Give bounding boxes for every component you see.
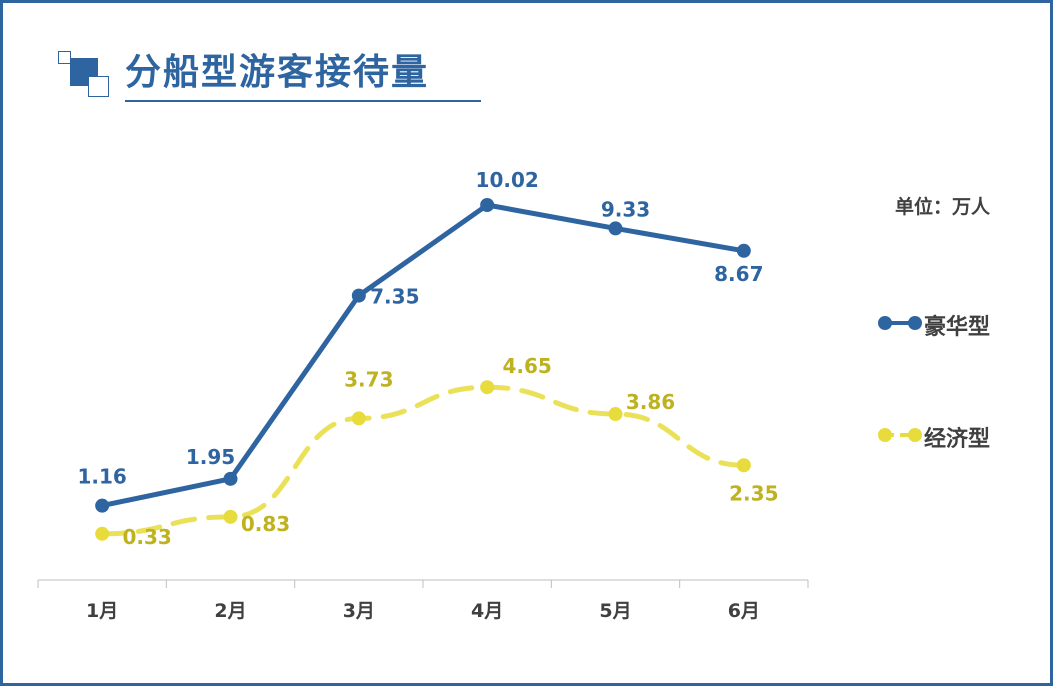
legend-label-economy: 经济型	[924, 427, 991, 452]
data-point-luxury-3	[351, 288, 366, 303]
x-tick-label-3: 3月	[343, 600, 375, 622]
x-tick-label-6: 6月	[728, 600, 760, 622]
data-point-economy-1	[95, 526, 110, 541]
data-label-economy-6: 2.35	[729, 481, 778, 505]
data-label-economy-1: 0.33	[122, 525, 171, 549]
legend-item-economy: 经济型	[875, 419, 1035, 452]
data-label-economy-4: 4.65	[502, 354, 551, 378]
legend-luxury-line-icon	[878, 316, 922, 330]
x-tick-label-4: 4月	[471, 600, 503, 622]
line-chart: 1月 2月 3月 4月 5月 6月 1.16 1.95 7.35 10.02 9.33 8.67 0.3…	[37, 168, 809, 622]
title-decoration-small-square	[58, 51, 71, 64]
data-label-luxury-6: 8.67	[714, 262, 763, 286]
x-tick-label-5: 5月	[599, 600, 631, 622]
data-label-economy-3: 3.73	[344, 367, 393, 391]
x-tick-label-1: 1月	[86, 600, 118, 622]
legend-item-luxury: 豪华型	[875, 307, 1035, 340]
data-point-economy-4	[480, 380, 495, 395]
legend-economy-line-icon	[878, 428, 922, 442]
data-point-economy-3	[351, 411, 366, 426]
title-underline	[125, 100, 481, 102]
data-point-economy-2	[223, 509, 238, 524]
legend-label-luxury: 豪华型	[924, 315, 991, 340]
data-label-luxury-5: 9.33	[601, 197, 650, 221]
x-tick-label-2: 2月	[214, 600, 246, 622]
series-line-economy	[99, 384, 747, 537]
title-decoration-outline-square	[88, 76, 109, 97]
unit-label: 单位：万人	[895, 196, 991, 218]
data-point-luxury-6	[736, 243, 751, 258]
chart-title: 分船型游客接待量	[125, 52, 430, 93]
data-point-economy-5	[608, 407, 623, 422]
data-label-economy-2: 0.83	[241, 512, 290, 536]
data-point-luxury-5	[608, 221, 623, 236]
data-point-economy-6	[736, 458, 751, 473]
data-point-luxury-4	[480, 198, 495, 212]
data-label-luxury-3: 7.35	[370, 285, 419, 309]
data-label-economy-5: 3.86	[626, 390, 675, 414]
title-block: 分船型游客接待量	[3, 3, 523, 113]
data-label-luxury-1: 1.16	[77, 465, 126, 489]
data-label-luxury-4: 10.02	[476, 168, 539, 192]
data-point-luxury-2	[223, 471, 238, 486]
series-line-luxury	[99, 202, 747, 509]
data-label-luxury-2: 1.95	[186, 445, 235, 469]
data-point-luxury-1	[95, 498, 110, 513]
